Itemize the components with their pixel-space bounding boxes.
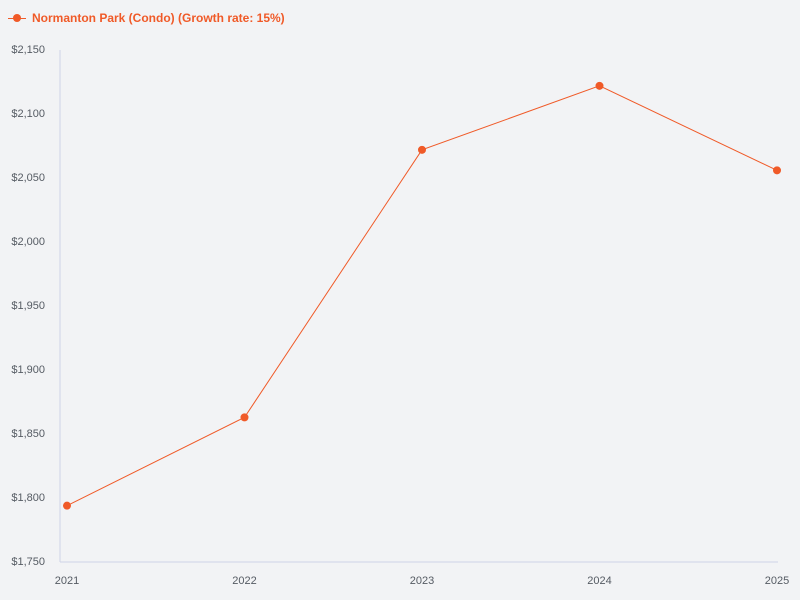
data-point — [418, 145, 426, 154]
y-tick-label: $2,100 — [11, 108, 45, 120]
y-tick-label: $2,050 — [11, 172, 45, 184]
x-tick-label: 2023 — [410, 575, 434, 587]
legend-marker-dot — [13, 14, 21, 22]
legend-label: Normanton Park (Condo) (Growth rate: 15%… — [32, 11, 285, 25]
y-tick-label: $1,850 — [11, 428, 45, 440]
data-point — [773, 166, 781, 175]
y-tick-label: $2,150 — [11, 44, 45, 56]
y-tick-label: $1,800 — [11, 492, 45, 504]
y-tick-label: $1,950 — [11, 300, 45, 312]
y-tick-label: $1,900 — [11, 364, 45, 376]
legend-line-dot-icon — [8, 12, 26, 24]
x-tick-label: 2021 — [55, 575, 79, 587]
y-tick-label: $2,000 — [11, 236, 45, 248]
data-point — [595, 81, 604, 90]
data-point — [63, 501, 71, 510]
x-tick-label: 2022 — [232, 575, 256, 587]
y-tick-label: $1,750 — [11, 556, 45, 568]
data-point — [240, 413, 249, 422]
x-tick-label: 2025 — [765, 575, 789, 587]
x-tick-label: 2024 — [587, 575, 611, 587]
legend[interactable]: Normanton Park (Condo) (Growth rate: 15%… — [8, 10, 285, 26]
